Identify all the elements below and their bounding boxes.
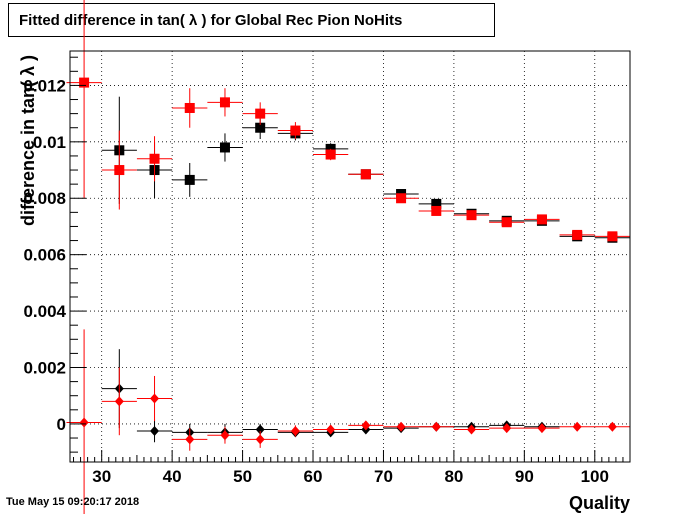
data-point-diamond [150, 393, 160, 404]
data-point-diamond [150, 425, 160, 436]
data-point-diamond [607, 421, 617, 432]
data-point-square [360, 169, 371, 180]
y-tick-label: 0 [57, 415, 66, 434]
x-tick-label: 90 [515, 467, 534, 486]
x-tick-label: 40 [163, 467, 182, 486]
data-point-diamond [572, 421, 582, 432]
data-point-square [325, 149, 336, 160]
data-point-square [255, 108, 266, 119]
data-point-square [114, 165, 125, 176]
data-point-square [79, 77, 90, 88]
data-point-diamond [255, 424, 265, 435]
data-point-square [184, 174, 195, 185]
x-tick-label: 80 [444, 467, 463, 486]
data-point-diamond [185, 434, 195, 445]
x-tick-label: 30 [92, 467, 111, 486]
data-point-square [290, 125, 301, 136]
plot-area [70, 51, 630, 462]
timestamp: Tue May 15 09:20:17 2018 [6, 496, 140, 508]
y-tick-label: 0.01 [33, 133, 66, 152]
data-point-diamond [114, 396, 124, 407]
data-point-diamond [396, 421, 406, 432]
y-tick-label: 0.012 [23, 76, 66, 95]
data-point-square [536, 214, 547, 225]
y-axis-label: difference in tan( λ ) [18, 55, 38, 226]
y-tick-label: 0.008 [23, 189, 66, 208]
chart-title-box: Fitted difference in tan( λ ) for Global… [8, 3, 495, 37]
data-point-diamond [361, 420, 371, 431]
chart-title: Fitted difference in tan( λ ) for Global… [19, 12, 403, 29]
data-point-diamond [220, 430, 230, 441]
data-point-diamond [467, 424, 477, 435]
data-point-square [466, 210, 477, 221]
x-tick-label: 100 [581, 467, 609, 486]
data-point-square [255, 122, 266, 133]
x-tick-label: 70 [374, 467, 393, 486]
data-point-diamond [502, 423, 512, 434]
data-point-diamond [431, 421, 441, 432]
x-tick-label: 60 [304, 467, 323, 486]
data-point-square [431, 205, 442, 216]
plot-frame [69, 50, 631, 463]
data-point-diamond [255, 434, 265, 445]
data-point-square [219, 142, 230, 153]
y-tick-label: 0.004 [23, 302, 66, 321]
data-point-square [572, 229, 583, 240]
data-point-diamond [290, 425, 300, 436]
data-point-square [184, 102, 195, 113]
x-axis-label: Quality [569, 493, 630, 513]
data-point-diamond [326, 424, 336, 435]
data-point-square [607, 231, 618, 242]
data-point-square [396, 193, 407, 204]
data-point-square [431, 198, 442, 209]
data-point-square [219, 97, 230, 108]
data-point-diamond [537, 423, 547, 434]
data-point-square [149, 153, 160, 164]
y-tick-label: 0.006 [23, 246, 66, 265]
x-tick-label: 50 [233, 467, 252, 486]
y-tick-label: 0.002 [23, 359, 66, 378]
data-point-diamond [79, 417, 89, 428]
data-point-square [501, 217, 512, 228]
